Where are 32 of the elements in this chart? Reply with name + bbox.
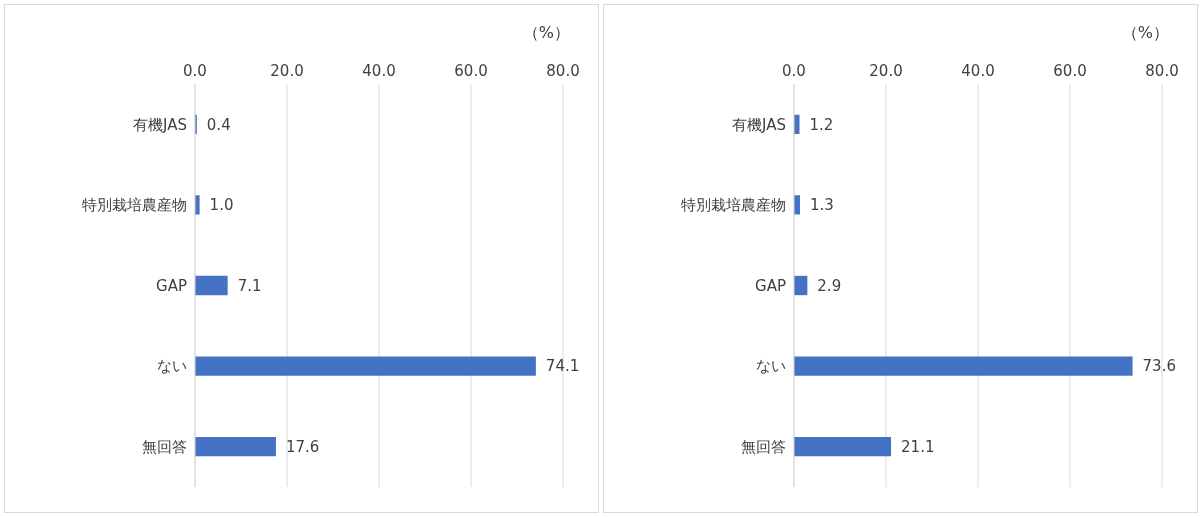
x-tick-label: 40.0 [362,62,396,80]
data-label: 17.6 [285,438,320,457]
x-tick-label: 0.0 [183,62,207,80]
y-tick-label: 無回答 [741,438,786,457]
x-tick-label: 60.0 [454,62,488,80]
data-label: 74.1 [545,357,580,376]
y-tick-label: 有機JAS [133,115,187,134]
x-tick-label: 20.0 [869,62,903,80]
y-tick-label: 有機JAS [732,115,786,134]
x-tick-label: 60.0 [1053,62,1087,80]
y-tick-label: 無回答 [142,438,187,457]
y-tick-label: ない [756,357,786,376]
data-label: 1.3 [809,196,834,215]
data-label: 2.9 [817,276,842,295]
x-axis-title: （%） [1121,23,1169,44]
x-tick-label: 0.0 [782,62,806,80]
data-label: 73.6 [1142,357,1176,376]
y-tick-label: GAP [755,276,786,295]
data-label: 0.4 [206,115,231,134]
x-tick-label: 80.0 [1145,62,1179,80]
y-tick-label: 特別栽培農産物 [681,196,786,215]
x-axis-title: （%） [522,23,570,44]
y-tick-label: GAP [156,276,187,295]
data-label: 21.1 [901,438,935,457]
y-tick-label: ない [157,357,187,376]
x-tick-label: 80.0 [546,62,580,80]
x-tick-label: 20.0 [270,62,304,80]
data-label: 1.2 [809,115,834,134]
x-tick-label: 40.0 [961,62,995,80]
data-label: 7.1 [237,276,262,295]
y-tick-label: 特別栽培農産物 [82,196,187,215]
data-label: 1.0 [209,196,234,215]
